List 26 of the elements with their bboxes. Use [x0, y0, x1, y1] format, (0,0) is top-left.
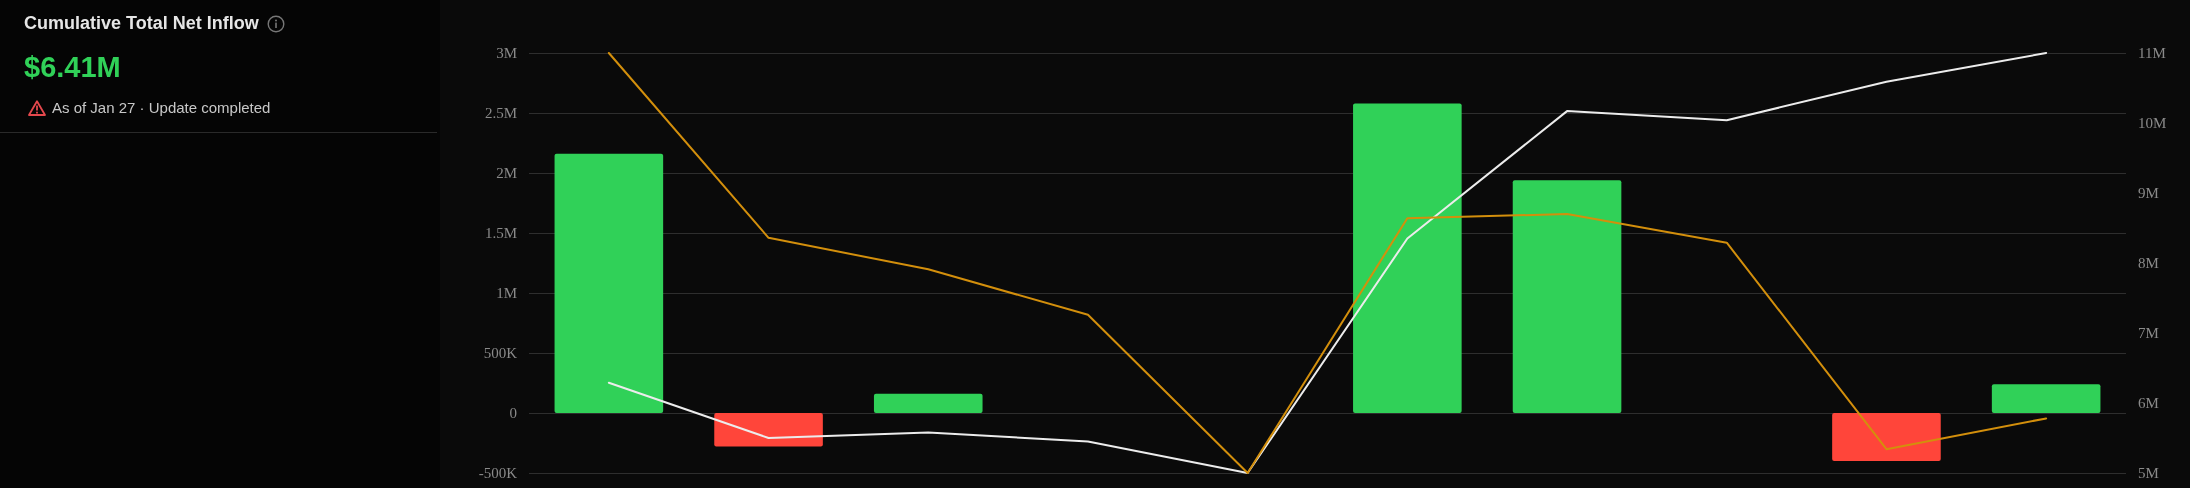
- y2-tick-label: 10M: [2138, 115, 2167, 131]
- bar: [714, 413, 823, 447]
- text: As of Jan 27 · Update completed: [52, 99, 271, 116]
- bar: [873, 393, 983, 413]
- y-tick-label: 2.5M: [484, 105, 517, 121]
- y-tick-label: -500K: [478, 465, 518, 481]
- y-tick-label: 2M: [496, 165, 517, 181]
- y-tick-label: 1.5M: [484, 225, 517, 241]
- y2-tick-label: 6M: [2138, 395, 2159, 411]
- y-tick-label: 0: [509, 405, 517, 421]
- y2-tick-label: 11M: [2138, 45, 2166, 61]
- text: $6.41M: [24, 51, 121, 84]
- y2-tick-label: 8M: [2138, 255, 2159, 271]
- y-tick-label: 1M: [496, 285, 517, 301]
- y-tick-label: 3M: [496, 45, 517, 61]
- bar: [1832, 413, 1941, 461]
- bar: [554, 153, 664, 413]
- text: Cumulative Total Net Inflow: [24, 13, 259, 34]
- y2-tick-label: 9M: [2138, 185, 2159, 201]
- y2-tick-label: 7M: [2138, 325, 2159, 341]
- line-series: [607, 52, 2048, 474]
- bar: [1991, 384, 2101, 413]
- y-tick-label: 500K: [483, 345, 518, 361]
- bar: [1512, 180, 1622, 413]
- y2-tick-label: 5M: [2138, 465, 2159, 481]
- bar: [1353, 103, 1462, 413]
